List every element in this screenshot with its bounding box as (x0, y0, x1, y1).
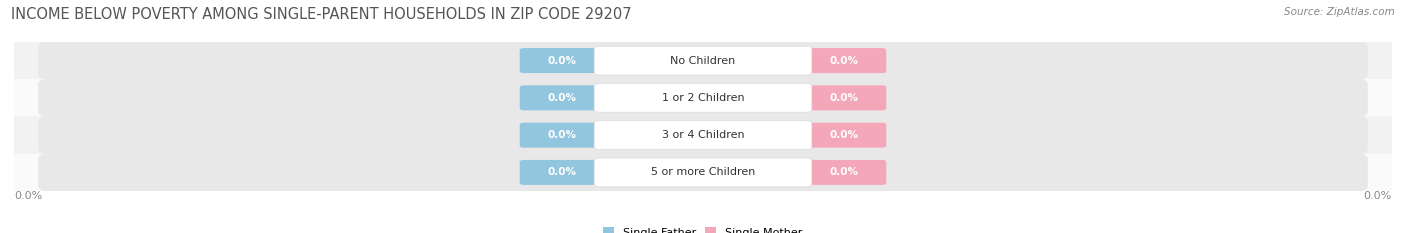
Text: Source: ZipAtlas.com: Source: ZipAtlas.com (1284, 7, 1395, 17)
Text: 0.0%: 0.0% (830, 130, 859, 140)
FancyBboxPatch shape (595, 158, 811, 187)
Text: INCOME BELOW POVERTY AMONG SINGLE-PARENT HOUSEHOLDS IN ZIP CODE 29207: INCOME BELOW POVERTY AMONG SINGLE-PARENT… (11, 7, 631, 22)
Text: 0.0%: 0.0% (14, 191, 42, 201)
Bar (14, 42, 1392, 79)
Text: 0.0%: 0.0% (547, 130, 576, 140)
FancyBboxPatch shape (520, 123, 603, 148)
FancyBboxPatch shape (38, 79, 1368, 117)
Text: 0.0%: 0.0% (547, 168, 576, 177)
Text: No Children: No Children (671, 56, 735, 65)
FancyBboxPatch shape (803, 160, 886, 185)
FancyBboxPatch shape (520, 160, 603, 185)
FancyBboxPatch shape (595, 121, 811, 150)
FancyBboxPatch shape (803, 123, 886, 148)
Text: 0.0%: 0.0% (1364, 191, 1392, 201)
Text: 0.0%: 0.0% (830, 56, 859, 65)
FancyBboxPatch shape (595, 46, 811, 75)
FancyBboxPatch shape (38, 41, 1368, 80)
Text: 5 or more Children: 5 or more Children (651, 168, 755, 177)
Text: 0.0%: 0.0% (547, 93, 576, 103)
Text: 0.0%: 0.0% (547, 56, 576, 65)
Bar (14, 116, 1392, 154)
FancyBboxPatch shape (803, 48, 886, 73)
Text: 3 or 4 Children: 3 or 4 Children (662, 130, 744, 140)
FancyBboxPatch shape (803, 85, 886, 110)
Text: 0.0%: 0.0% (830, 168, 859, 177)
Bar (14, 79, 1392, 116)
FancyBboxPatch shape (38, 116, 1368, 154)
FancyBboxPatch shape (520, 48, 603, 73)
Bar (14, 154, 1392, 191)
FancyBboxPatch shape (38, 153, 1368, 192)
FancyBboxPatch shape (595, 83, 811, 112)
Text: 0.0%: 0.0% (830, 93, 859, 103)
Legend: Single Father, Single Mother: Single Father, Single Mother (603, 227, 803, 233)
FancyBboxPatch shape (520, 85, 603, 110)
Text: 1 or 2 Children: 1 or 2 Children (662, 93, 744, 103)
